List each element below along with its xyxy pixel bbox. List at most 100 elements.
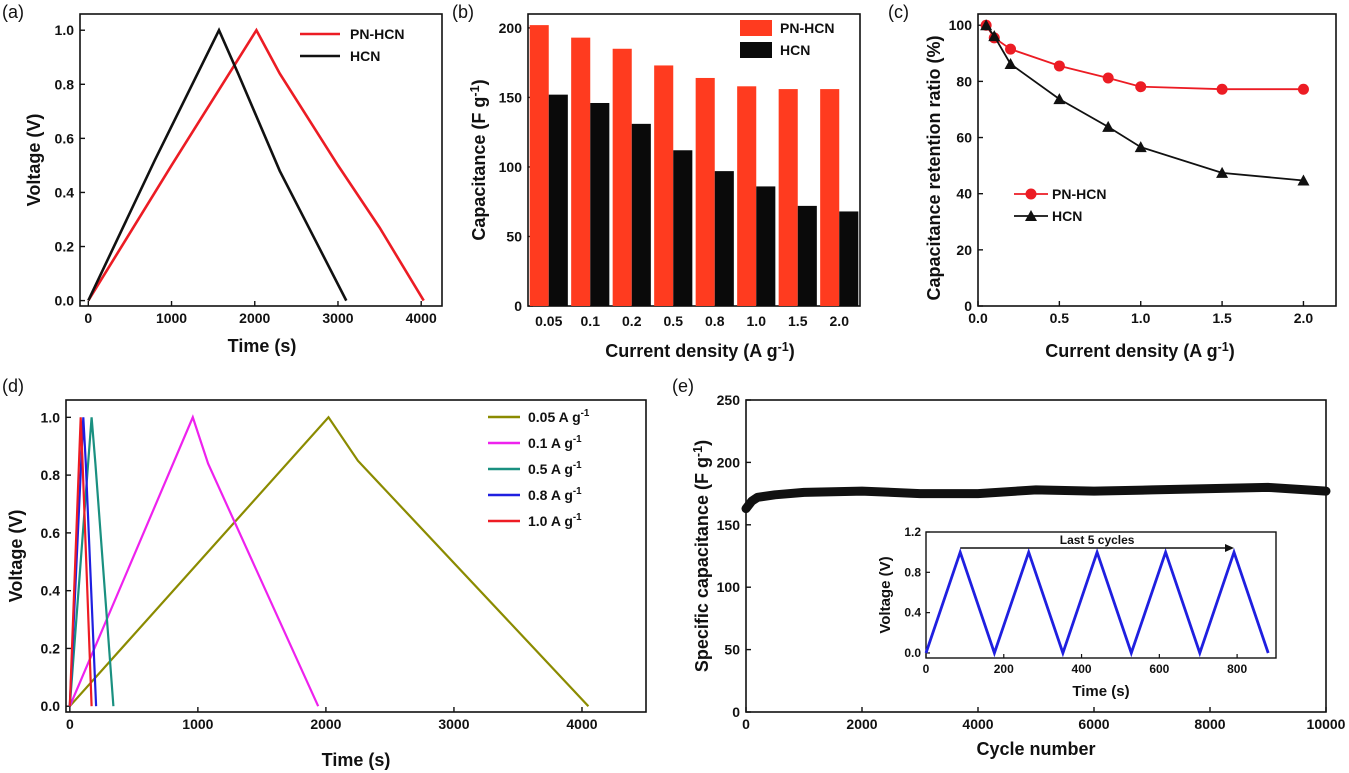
x-tick-label: 0.2 (622, 313, 642, 329)
data-point-triangle (1004, 57, 1017, 69)
inset-frame (925, 531, 1277, 659)
x-tick-label: 0 (84, 310, 92, 326)
x-tick-label: 1.0 (1131, 310, 1151, 326)
y-axis-label: Capacitance retention ratio (%) (924, 35, 944, 300)
x-axis-label: Time (s) (228, 336, 297, 356)
y-axis-label: Specific capacitance (F g-1) (691, 440, 712, 672)
y-tick-label: 100 (717, 579, 741, 595)
y-tick-label: 0.8 (55, 76, 75, 92)
legend-label: 0.8 A g-1 (528, 486, 582, 503)
x-tick-label: 2000 (239, 310, 270, 326)
legend-label: PN-HCN (350, 26, 404, 42)
panel-d-chart: 0 1000 2000 3000 4000 0.0 0.2 0.4 0.6 0.8 1.0 0.05 … (6, 399, 647, 770)
legend-label: 1.0 A g-1 (528, 512, 582, 529)
legend-label: HCN (350, 48, 380, 64)
x-tick-label: 0.8 (705, 313, 725, 329)
bar-pn-hcn (612, 48, 632, 307)
y-tick-label: 0.8 (41, 467, 61, 483)
plot-frame (527, 13, 861, 307)
inset-x-axis-label: Time (s) (1072, 683, 1129, 700)
x-tick-label: 3000 (438, 716, 469, 732)
series-line (68, 417, 98, 707)
panel-label-a: (a) (2, 2, 24, 22)
data-point-triangle (980, 19, 993, 31)
plot-frame (65, 399, 647, 713)
legend-marker (1025, 210, 1037, 221)
panel-label-c: (c) (888, 2, 909, 22)
x-tick-label: 0 (66, 716, 74, 732)
y-tick-label: 150 (499, 89, 523, 105)
inset-y-tick-label: 1.2 (904, 525, 921, 539)
series-line (68, 417, 93, 707)
y-tick-label: 150 (717, 517, 741, 533)
y-tick-label: 60 (956, 130, 972, 146)
inset-x-tick-label: 0 (923, 662, 930, 676)
panel-label-b: (b) (452, 2, 474, 22)
legend-swatch (740, 42, 772, 58)
x-tick-label: 1000 (156, 310, 187, 326)
legend-label: PN-HCN (1052, 186, 1106, 202)
x-tick-label: 1.5 (788, 313, 808, 329)
panel-b-chart: 0 50 100 150 200 0.05 0.1 0.2 0.5 0.8 1.0 1.5 2.0 PN-… (468, 13, 861, 361)
series-line (68, 415, 590, 707)
data-point-triangle (1053, 93, 1066, 105)
series-line (68, 417, 115, 707)
y-tick-label: 100 (499, 159, 523, 175)
bar-hcn (714, 171, 734, 306)
x-axis-label: Time (s) (322, 750, 391, 770)
x-tick-label: 10000 (1307, 716, 1346, 732)
panel-label-e: (e) (672, 376, 694, 396)
plot-frame (79, 13, 443, 307)
panel-c-chart: 0.0 0.5 1.0 1.5 2.0 0 20 40 60 80 100 PN-HCN HCN Curr… (924, 13, 1337, 361)
x-tick-label: 3000 (322, 310, 353, 326)
legend-label: 0.1 A g-1 (528, 434, 582, 451)
data-point-triangle (1102, 120, 1115, 132)
bar-pn-hcn (529, 25, 549, 306)
y-tick-label: 50 (506, 228, 522, 244)
y-tick-label: 0 (514, 298, 522, 314)
inset-y-tick-label: 0.8 (904, 565, 921, 579)
data-point-circle (1102, 72, 1114, 84)
y-tick-label: 20 (956, 242, 972, 258)
y-tick-label: 250 (717, 392, 741, 408)
bar-pn-hcn (654, 65, 674, 306)
plot-frame (745, 399, 1327, 713)
cycling-trace (741, 482, 1331, 514)
y-tick-label: 0.6 (41, 525, 61, 541)
series-line-hcn (985, 24, 1304, 182)
y-tick-label: 100 (949, 17, 973, 33)
y-tick-label: 0.4 (41, 583, 61, 599)
bar-hcn (756, 186, 776, 306)
y-axis-label: Voltage (V) (24, 114, 44, 207)
inset-annotation: Last 5 cycles (1060, 533, 1135, 547)
legend-label: PN-HCN (780, 20, 834, 36)
x-axis-label: Current density (A g-1) (1045, 340, 1235, 361)
legend-label: HCN (1052, 208, 1082, 224)
bar-pn-hcn (695, 77, 715, 306)
inset-x-tick-label: 400 (1072, 662, 1092, 676)
x-tick-label: 2.0 (830, 313, 850, 329)
data-point-circle (1053, 60, 1065, 72)
data-point-triangle (1134, 141, 1147, 153)
data-point-circle (1216, 83, 1228, 95)
y-tick-label: 50 (724, 642, 740, 658)
bar-pn-hcn (571, 37, 591, 307)
x-tick-label: 4000 (406, 310, 437, 326)
data-point-triangle (1297, 174, 1310, 186)
x-tick-label: 1.0 (747, 313, 767, 329)
legend-label: 0.5 A g-1 (528, 460, 582, 477)
bar-pn-hcn (820, 89, 840, 306)
data-point-triangle (988, 30, 1001, 42)
x-tick-label: 1.5 (1212, 310, 1232, 326)
legend-marker (1025, 188, 1037, 200)
x-tick-label: 0 (742, 716, 750, 732)
y-axis-label: Capacitance (F g-1) (468, 79, 489, 240)
x-tick-label: 2000 (846, 716, 877, 732)
y-tick-label: 0.4 (55, 184, 75, 200)
y-tick-label: 200 (499, 20, 523, 36)
y-tick-label: 1.0 (41, 409, 61, 425)
x-tick-label: 8000 (1194, 716, 1225, 732)
y-tick-label: 0.2 (55, 239, 75, 255)
panel-label-d: (d) (2, 376, 24, 396)
y-tick-label: 0 (732, 704, 740, 720)
